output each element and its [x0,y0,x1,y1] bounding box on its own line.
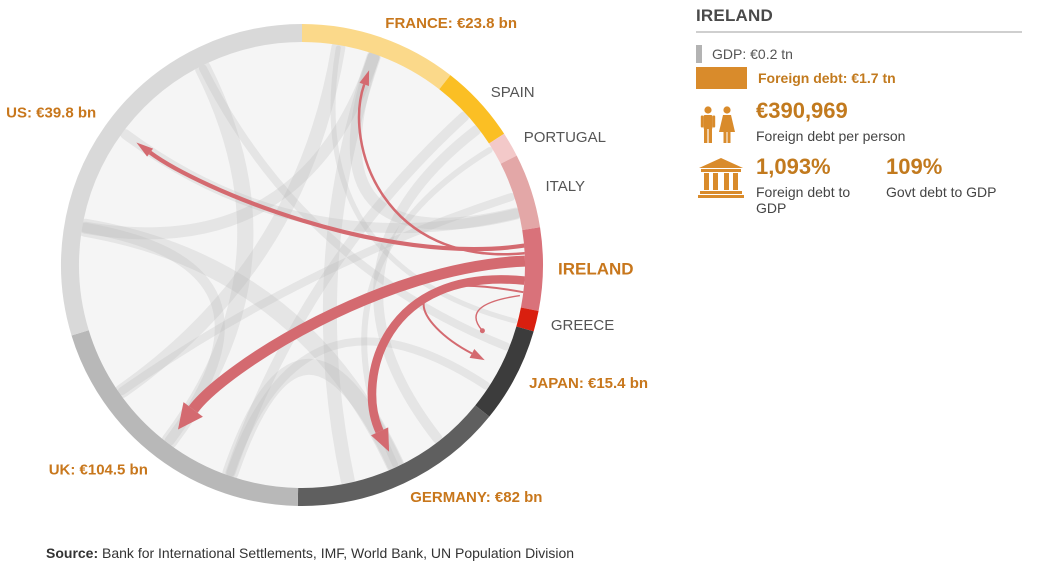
label-france: FRANCE: €23.8 bn [385,15,517,32]
flow-ireland-to-greece[interactable] [475,294,520,332]
flow-ireland-to-us[interactable] [148,150,525,252]
per-person-value: €390,969 [756,98,848,123]
debt-to-gdp-label: Foreign debt to GDP [756,184,851,216]
label-spain: SPAIN [491,84,535,101]
ring-segment-greece[interactable] [516,307,539,332]
ring-segment-ireland[interactable] [520,227,543,311]
country-info-panel: IRELAND GDP: €0.2 tn Foreign debt: €1.7 … [696,6,1022,216]
label-italy: ITALY [546,178,585,195]
arrowhead-us [136,142,154,157]
ghost-flow [225,111,470,478]
foreign-debt-bar [696,67,747,89]
ratios-row: 1,093% Foreign debt to GDP 109% Govt deb… [696,154,1022,216]
ghost-flow [330,45,518,324]
source-text: Bank for International Settlements, IMF,… [98,545,575,561]
ring-segment-japan[interactable] [475,326,534,417]
flow-ireland-to-germany[interactable] [367,275,525,434]
label-japan: JAPAN: €15.4 bn [529,375,648,392]
ring-segment-france[interactable] [301,24,451,90]
label-ireland: IRELAND [558,260,634,279]
country-ring [61,24,543,506]
label-us: US: €39.8 bn [6,105,96,122]
ghost-flow [322,50,381,488]
label-uk: UK: €104.5 bn [49,462,148,479]
ring-segment-spain[interactable] [439,75,505,144]
people-icon [700,106,735,143]
per-person-label: Foreign debt per person [756,128,906,144]
debt-to-gdp-value: 1,093% [756,154,831,179]
gdp-label: GDP: €0.2 tn [712,46,793,62]
panel-divider [696,31,1022,33]
ghost-flow [79,51,380,240]
ghost-flow [199,64,511,351]
bank-building-icon [698,158,744,198]
flow-ireland-to-france[interactable] [357,83,525,256]
panel-title: IRELAND [696,6,773,25]
govt-debt-value: 109% [886,154,943,179]
ring-segment-us[interactable] [61,24,303,336]
foreign-debt-row: Foreign debt: €1.7 tn [696,67,1022,89]
arrowhead-germany [371,427,390,452]
arrowhead-uk [178,402,203,430]
foreign-debt-label: Foreign debt: €1.7 tn [758,70,896,86]
ring-segment-portugal[interactable] [488,133,517,164]
gdp-bar [696,45,702,63]
flow-ireland-to-uk[interactable] [188,255,526,413]
ireland-flows [136,70,526,452]
source-note: Source: Bank for International Settlemen… [46,545,574,561]
ghost-flow [373,125,481,444]
ghost-flow [76,218,404,474]
source-prefix: Source: [46,545,99,561]
ghost-flow [114,41,346,399]
label-greece: GREECE [551,317,614,334]
label-germany: GERMANY: €82 bn [410,489,542,506]
label-portugal: PORTUGAL [524,129,606,146]
arrowhead-france [359,70,370,86]
ring-segment-uk[interactable] [71,330,299,506]
arrowhead-greece [479,328,485,334]
country-labels: FRANCE: €23.8 bn SPAIN PORTUGAL ITALY IRELAN… [6,15,648,506]
ring-segment-germany[interactable] [297,405,490,506]
chart-background-circle [71,34,533,496]
ghost-flow [117,193,516,396]
ghost-flow [226,337,490,477]
ring-segment-italy[interactable] [500,155,541,231]
govt-debt-label: Govt debt to GDP [886,184,997,200]
gdp-row: GDP: €0.2 tn [696,45,1022,63]
per-person-row: €390,969 Foreign debt per person [696,98,1022,152]
arrowhead-japan [469,349,485,361]
flow-ireland-to-japan[interactable] [422,284,524,355]
